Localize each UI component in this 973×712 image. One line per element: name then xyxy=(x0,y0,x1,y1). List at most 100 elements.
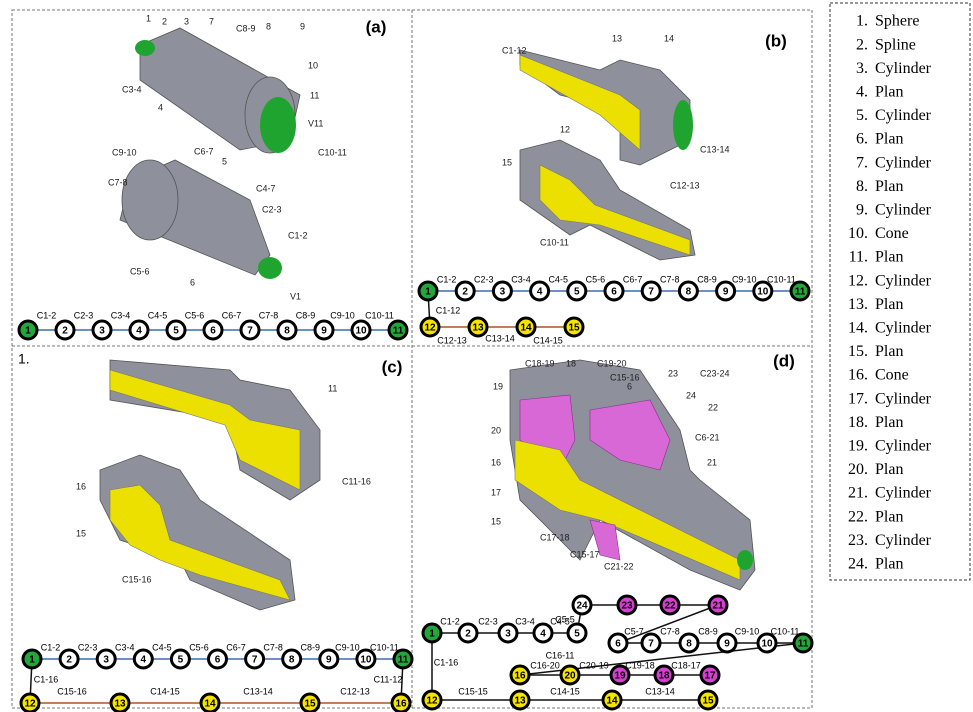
node-label: 14 xyxy=(204,699,216,710)
callout-label: C7-8 xyxy=(108,177,128,187)
callout-label: 17 xyxy=(491,487,501,497)
node-label: 4 xyxy=(136,326,142,337)
edge-label: C15-16 xyxy=(57,686,87,696)
callout-label: 19 xyxy=(493,381,503,391)
callout-label: C15-17 xyxy=(570,549,600,559)
callout-label: 12 xyxy=(560,124,570,134)
node-label: 3 xyxy=(505,629,511,640)
edge-label: C6-7 xyxy=(226,642,246,652)
edge-label: C14-15 xyxy=(533,335,563,345)
legend-number: 10. xyxy=(848,225,868,242)
edge-label: C5-7 xyxy=(624,626,644,636)
edge-label: C1-2 xyxy=(37,310,57,320)
node-label: 6 xyxy=(615,639,621,650)
legend-label: Plan xyxy=(875,414,903,431)
callout-label: C12-13 xyxy=(670,180,700,190)
graph: C1-2C2-3C3-4C4-5C5-6C6-7C7-8C8-9C9-10C10… xyxy=(21,642,412,712)
legend-label: Plan xyxy=(875,461,903,478)
callout-label: 20 xyxy=(491,425,501,435)
legend-label: Plan xyxy=(875,555,903,572)
node-label: 3 xyxy=(500,287,506,298)
legend-label: Cylinder xyxy=(875,107,932,124)
legend-number: 11. xyxy=(849,249,868,266)
callout-label: C15-16 xyxy=(122,574,152,584)
callout-label: C9-10 xyxy=(112,147,137,157)
legend-number: 2. xyxy=(856,36,868,53)
legend-number: 21. xyxy=(848,485,868,502)
node-label: 1 xyxy=(429,629,435,640)
callout-label: 3 xyxy=(184,16,189,26)
callout-label: 6 xyxy=(627,381,632,391)
panel-label: (a) xyxy=(366,17,387,36)
callout-label: 5 xyxy=(222,156,227,166)
graph: C1-2C2-3C3-4C4-5C5-6C6-7C7-8C8-9C9-10C10… xyxy=(419,274,809,345)
callout-label: 7 xyxy=(209,16,214,26)
edge-label: C6-7 xyxy=(623,274,643,284)
callout-label: C10-11 xyxy=(318,147,347,157)
drawing-b xyxy=(520,50,695,260)
node-label: 8 xyxy=(686,639,692,650)
node-label: 2 xyxy=(62,326,68,337)
edge-label: C3-4 xyxy=(115,642,135,652)
figure: (a) 12 3 7 C8-9 8 9 10 11 V1 1 C10-11 C3-4 4 C9-10 C6-7… xyxy=(0,0,973,712)
legend-label: Cylinder xyxy=(875,319,932,336)
legend-label: Sphere xyxy=(875,13,919,30)
edge-label: C9-10 xyxy=(735,626,760,636)
callout-label: V1 xyxy=(290,291,301,301)
node-label: 8 xyxy=(284,326,290,337)
legend-label: Spline xyxy=(875,36,916,53)
node-label: 15 xyxy=(702,696,714,707)
node-label: 8 xyxy=(686,287,692,298)
node-label: 6 xyxy=(210,326,216,337)
legend-number: 22. xyxy=(848,508,868,525)
callout-label: 22 xyxy=(708,402,718,412)
edge-label: C18-17 xyxy=(671,660,701,670)
node-label: 20 xyxy=(564,671,576,682)
edge-label: C3-4 xyxy=(111,310,131,320)
legend-number: 7. xyxy=(856,154,868,171)
legend-number: 4. xyxy=(856,83,868,100)
edge-label: C1-16 xyxy=(34,674,59,684)
legend-label: Plan xyxy=(875,131,903,148)
callout-label: C10-11 xyxy=(540,237,569,247)
node-label: 22 xyxy=(664,601,676,612)
node-label: 13 xyxy=(514,696,526,707)
edge-label: C16-20 xyxy=(530,660,560,670)
graph: C5-5C1-2C2-3C3-4C4-5C5-7C7-8C8-9C9-10C10… xyxy=(423,596,812,709)
legend-label: Cylinder xyxy=(875,154,932,171)
edge-label: C13-14 xyxy=(243,686,273,696)
edge-label: C3-4 xyxy=(515,616,535,626)
edge-label: C4-5 xyxy=(550,616,570,626)
legend-label: Cylinder xyxy=(875,485,932,502)
callout-label: C1-2 xyxy=(288,230,308,240)
panel-label: (d) xyxy=(773,351,795,370)
callout-label: 15 xyxy=(502,157,512,167)
drawing-c xyxy=(100,360,320,610)
legend-number: 12. xyxy=(848,272,868,289)
node-label: 10 xyxy=(757,287,769,298)
edge-label: C5-6 xyxy=(185,310,205,320)
callout-label: 11 xyxy=(328,383,337,393)
legend-label: Plan xyxy=(875,508,903,525)
node-label: 19 xyxy=(614,671,626,682)
node-label: 13 xyxy=(114,699,126,710)
legend-number: 5. xyxy=(856,107,868,124)
edge-label: C1-16 xyxy=(434,657,459,667)
edge-label: C1-2 xyxy=(437,274,457,284)
callout-label: C21-22 xyxy=(604,561,634,571)
callout-label: C18-19 xyxy=(525,358,555,368)
node-label: 24 xyxy=(576,601,588,612)
legend-number: 15. xyxy=(848,343,868,360)
node-label: 7 xyxy=(252,655,258,666)
edge-label: C8-9 xyxy=(300,642,320,652)
edge-label: C5-6 xyxy=(586,274,606,284)
node-label: 9 xyxy=(321,326,327,337)
edge-label: C2-3 xyxy=(78,642,98,652)
callout-label: 16 xyxy=(76,481,86,491)
edge-label: C19-18 xyxy=(625,660,655,670)
legend-number: 13. xyxy=(848,296,868,313)
node-label: 9 xyxy=(724,639,730,650)
node-label: 18 xyxy=(658,671,670,682)
callout-label: 8 xyxy=(266,21,271,31)
